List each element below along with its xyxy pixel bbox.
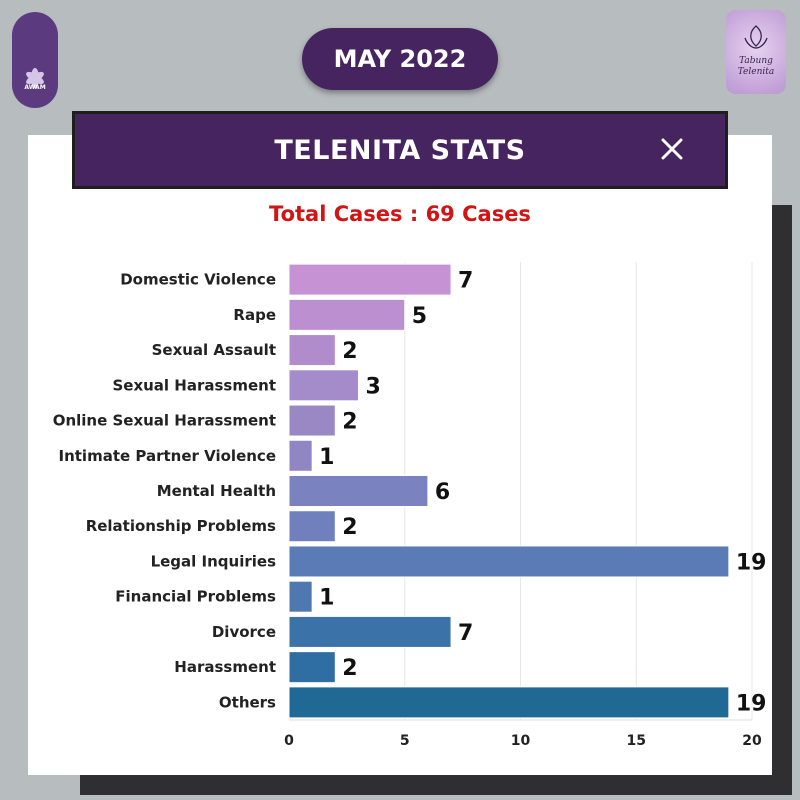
bar — [288, 475, 429, 507]
tick-label: 10 — [511, 733, 531, 749]
value-label: 2 — [342, 339, 357, 364]
category-label: Legal Inquiries — [151, 552, 276, 570]
bar — [288, 545, 730, 578]
tick-label: 20 — [742, 733, 762, 749]
value-label: 19 — [736, 691, 767, 716]
category-label: Financial Problems — [115, 588, 276, 606]
category-label: Others — [219, 693, 276, 711]
value-label: 2 — [342, 656, 357, 681]
bar — [288, 651, 336, 684]
month-label: MAY 2022 — [333, 45, 467, 73]
value-label: 7 — [458, 269, 473, 294]
flower-icon — [26, 67, 44, 88]
bar — [288, 298, 406, 331]
category-label: Intimate Partner Violence — [59, 447, 277, 465]
bar — [288, 369, 359, 402]
bar — [288, 686, 730, 719]
tick-label: 15 — [627, 733, 646, 749]
bar — [288, 334, 336, 367]
awam-logo: AWAM — [12, 12, 58, 108]
value-label: 7 — [458, 621, 473, 646]
category-label: Relationship Problems — [86, 517, 276, 535]
category-label: Harassment — [174, 658, 276, 676]
bar — [288, 404, 336, 437]
value-label: 1 — [319, 445, 334, 470]
bar — [288, 439, 313, 472]
bar — [288, 615, 452, 648]
value-label: 2 — [342, 515, 357, 540]
hands-icon — [744, 25, 768, 49]
tabung-telenita-logo: Tabung Telenita — [726, 10, 786, 94]
bar — [288, 263, 452, 296]
category-label: Divorce — [212, 623, 276, 641]
value-label: 6 — [435, 480, 450, 505]
tick-label: 0 — [284, 733, 294, 749]
bar — [288, 510, 336, 543]
stats-title-bar: TELENITA STATS — [72, 111, 728, 189]
tabung-telenita-wordmark: Tabung Telenita — [737, 56, 775, 77]
category-label: Mental Health — [157, 482, 276, 500]
category-label: Rape — [233, 306, 276, 324]
value-label: 2 — [342, 410, 357, 435]
close-icon[interactable] — [657, 134, 687, 164]
value-label: 3 — [365, 374, 380, 399]
value-label: 19 — [736, 550, 767, 575]
category-label: Online Sexual Harassment — [53, 412, 276, 430]
category-label: Sexual Assault — [152, 341, 276, 359]
category-label: Sexual Harassment — [112, 376, 276, 394]
card-title: TELENITA STATS — [274, 134, 526, 166]
tick-label: 5 — [400, 733, 410, 749]
awam-logo-text: AWAM — [24, 83, 46, 91]
value-label: 5 — [412, 304, 427, 329]
category-label: Domestic Violence — [120, 271, 276, 289]
stats-card — [28, 135, 772, 775]
value-label: 1 — [319, 586, 334, 611]
total-cases: Total Cases : 69 Cases — [269, 202, 531, 226]
month-badge: MAY 2022 — [302, 28, 498, 90]
bar — [288, 580, 313, 613]
